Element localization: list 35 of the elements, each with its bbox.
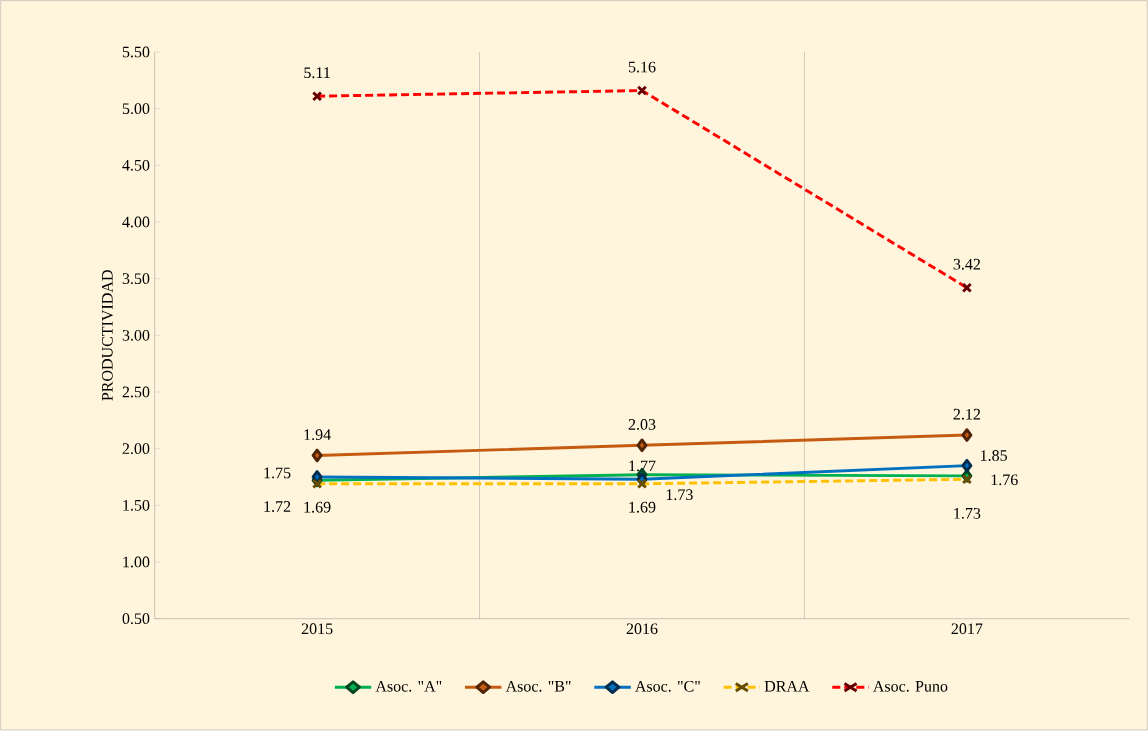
y-tick-label: 1.50 (123, 500, 150, 511)
data-label: 1.76 (991, 474, 1018, 486)
data-label: 5.11 (304, 67, 330, 79)
data-label: 3.42 (953, 259, 980, 270)
data-label: 1.73 (666, 489, 693, 501)
data-label: 1.69 (304, 502, 331, 513)
data-label: 1.72 (264, 501, 291, 513)
data-label: 1.75 (264, 467, 291, 479)
y-tick-label: 5.50 (122, 46, 150, 58)
y-tick-label: 4.50 (122, 160, 150, 171)
x-tick-label: 2016 (626, 623, 658, 635)
data-label: 5.16 (628, 61, 656, 73)
y-tick-label: 2.50 (122, 386, 150, 398)
y-tick-label: 5.00 (122, 103, 150, 115)
data-label: 1.73 (954, 508, 981, 519)
data-label: 1.69 (629, 502, 656, 513)
y-tick-label: 0.50 (122, 613, 150, 625)
y-tick-label: 3.50 (122, 273, 150, 285)
x-tick-label: 2017 (951, 623, 983, 635)
x-tick-label: 2015 (301, 623, 333, 635)
y-axis-title: PRODUCTIVIDAD (101, 270, 113, 401)
legend-label: Asoc. Puno (873, 681, 948, 692)
legend-label: Asoc. "C" (635, 681, 700, 692)
data-label: 2.12 (953, 409, 980, 420)
y-tick-label: 2.00 (122, 443, 150, 455)
data-label: 1.77 (629, 460, 656, 472)
legend-label: Asoc. "A" (375, 681, 442, 692)
y-tick-label: 1.00 (123, 556, 150, 568)
y-tick-label: 4.00 (122, 216, 150, 228)
data-label: 2.03 (628, 419, 656, 431)
y-tick-label: 3.00 (122, 330, 150, 341)
legend-label: DRAA (764, 681, 810, 692)
data-label: 1.85 (981, 450, 1007, 462)
legend-label: Asoc. "B" (505, 681, 571, 692)
data-label: 1.94 (304, 429, 331, 441)
